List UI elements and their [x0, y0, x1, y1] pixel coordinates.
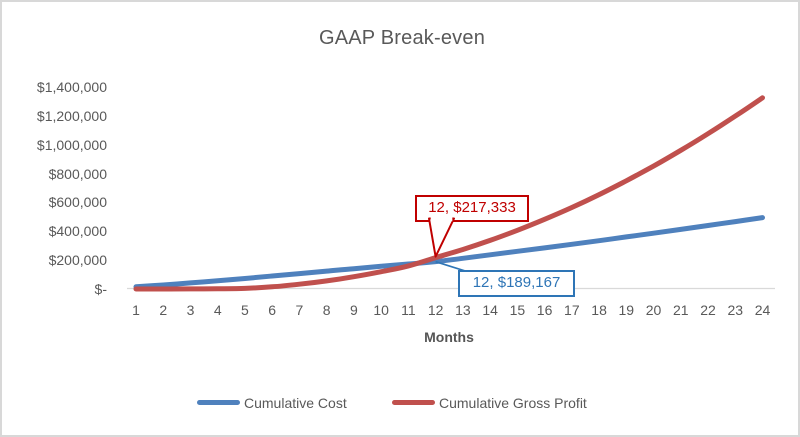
x-axis-tick-label: 4 — [213, 302, 222, 318]
callout-box-cost — [458, 270, 575, 297]
y-axis-tick-label: $200,000 — [48, 252, 107, 269]
y-axis-tick-label: $600,000 — [48, 194, 107, 211]
x-axis-tick-label: 15 — [509, 302, 526, 318]
x-axis-tick-label: 3 — [186, 302, 195, 318]
y-axis-tick-label: $1,200,000 — [36, 107, 107, 124]
x-axis-tick-label: 18 — [591, 302, 607, 318]
x-axis-tick-label: 9 — [350, 302, 358, 318]
callout-pointer-opening — [430, 216, 453, 222]
x-axis-tick-label: 5 — [241, 302, 249, 318]
data-label-gross-profit-month12: 12, $217,333 — [428, 199, 516, 216]
x-axis-tick-label: 6 — [268, 302, 277, 318]
x-axis-tick-label: 22 — [700, 302, 716, 318]
series-line-cumulative-cost — [133, 215, 765, 290]
legend-label-cumulative-cost: Cumulative Cost — [244, 395, 347, 411]
x-axis-tick-label: 20 — [645, 302, 662, 318]
x-axis-tick-label: 1 — [132, 302, 140, 318]
x-axis-tick-label: 7 — [295, 302, 304, 318]
x-axis-tick-label: 23 — [727, 302, 744, 318]
y-axis-tick-label: $800,000 — [48, 165, 107, 182]
y-axis-tick-label: $- — [94, 281, 107, 297]
chart-title: GAAP Break-even — [318, 27, 486, 49]
x-axis-title: Months — [424, 329, 474, 345]
x-axis-tick-label: 21 — [673, 302, 689, 318]
legend-swatch-cumulative-cost — [197, 400, 240, 405]
x-axis-tick-label: 11 — [401, 302, 416, 318]
x-axis-tick-label: 2 — [159, 302, 168, 318]
x-axis-tick-label: 14 — [482, 302, 498, 318]
y-axis-tick-label: $1,400,000 — [36, 79, 107, 95]
x-axis-tick-label: 13 — [455, 302, 471, 318]
x-axis-tick-label: 8 — [322, 302, 331, 318]
series-line-cumulative-gross-profit — [133, 95, 765, 292]
legend-swatch-cumulative-gross-profit — [392, 400, 435, 405]
data-label-cost-month12: 12, $189,167 — [472, 274, 561, 291]
x-axis-tick-label: 17 — [564, 302, 580, 318]
x-axis-tick-label: 10 — [373, 302, 389, 318]
x-axis-tick-label: 24 — [754, 302, 771, 318]
x-axis-tick-label: 16 — [536, 302, 553, 318]
y-axis-tick-label: $400,000 — [48, 223, 107, 240]
legend-label-cumulative-gross-profit: Cumulative Gross Profit — [439, 395, 587, 411]
x-axis-tick-label: 12 — [427, 302, 444, 318]
y-axis-tick-label: $1,000,000 — [36, 136, 107, 153]
x-axis-tick-label: 19 — [618, 302, 635, 318]
